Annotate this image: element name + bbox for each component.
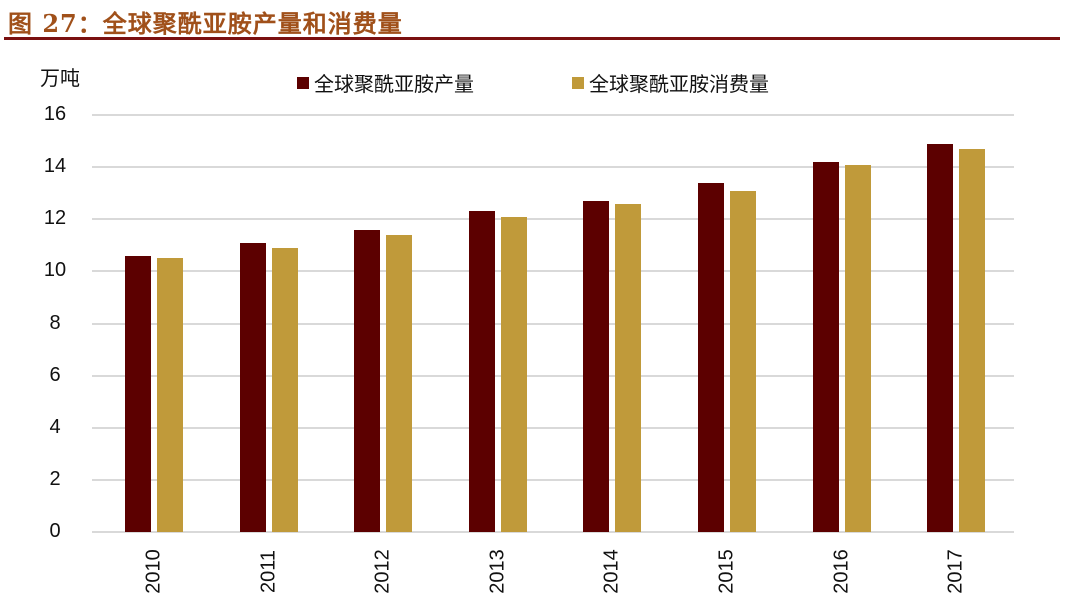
x-tick-label: 2011 xyxy=(257,550,280,594)
bar-production-2012 xyxy=(354,229,381,532)
bar-consumption-2014 xyxy=(615,203,642,532)
gridline xyxy=(92,270,1014,273)
gridline xyxy=(92,114,1014,116)
y-tick-label: 10 xyxy=(43,259,67,282)
gridline xyxy=(92,531,1014,533)
bar-production-2016 xyxy=(812,161,839,532)
bar-production-2014 xyxy=(583,201,610,532)
y-tick-label: 6 xyxy=(49,363,61,386)
bar-consumption-2013 xyxy=(500,216,527,532)
y-tick-label: 4 xyxy=(49,415,61,438)
bar-consumption-2010 xyxy=(157,258,183,532)
bar-consumption-2012 xyxy=(386,234,413,532)
x-tick-label: 2017 xyxy=(944,549,967,594)
legend-item-consumption: 全球聚酰亚胺消费量 xyxy=(572,68,769,97)
bar-production-2017 xyxy=(927,143,954,532)
legend-label-production: 全球聚酰亚胺产量 xyxy=(314,72,474,96)
figure-label: 图 27： xyxy=(8,9,103,38)
bar-consumption-2015 xyxy=(730,190,756,532)
legend-item-production: 全球聚酰亚胺产量 xyxy=(297,68,474,97)
x-tick-label: 2014 xyxy=(600,549,623,594)
gridline xyxy=(92,478,1014,481)
y-tick-label: 0 xyxy=(49,520,61,542)
x-tick-label: 2010 xyxy=(142,549,165,594)
x-tick-label: 2015 xyxy=(715,549,738,594)
x-tick-label: 2016 xyxy=(830,549,853,594)
legend-swatch-consumption xyxy=(572,76,584,89)
legend-swatch-production xyxy=(297,76,309,89)
figure-title-text: 全球聚酰亚胺产量和消费量 xyxy=(102,9,403,38)
x-tick-label: 2013 xyxy=(486,549,509,594)
bar-consumption-2016 xyxy=(844,164,871,532)
gridline xyxy=(92,322,1014,325)
y-tick-label: 14 xyxy=(43,155,67,178)
y-tick-label: 2 xyxy=(49,467,61,490)
bar-production-2013 xyxy=(468,211,495,532)
gridline xyxy=(92,166,1014,169)
bar-production-2010 xyxy=(125,255,151,532)
y-tick-label: 12 xyxy=(43,207,67,230)
y-axis-unit-label: 万吨 xyxy=(40,66,80,90)
legend-label-consumption: 全球聚酰亚胺消费量 xyxy=(589,72,769,96)
gridline xyxy=(92,426,1014,429)
x-tick-label: 2012 xyxy=(371,549,394,594)
gridline xyxy=(92,218,1014,221)
title-divider xyxy=(4,37,1060,40)
y-tick-label: 16 xyxy=(43,103,67,125)
bar-production-2011 xyxy=(239,242,266,532)
bar-consumption-2011 xyxy=(271,247,298,532)
figure-title: 图 27：全球聚酰亚胺产量和消费量 xyxy=(8,4,403,39)
y-tick-label: 8 xyxy=(49,311,61,334)
gridline xyxy=(92,374,1014,377)
bar-consumption-2017 xyxy=(959,148,986,532)
bar-production-2015 xyxy=(698,182,724,532)
